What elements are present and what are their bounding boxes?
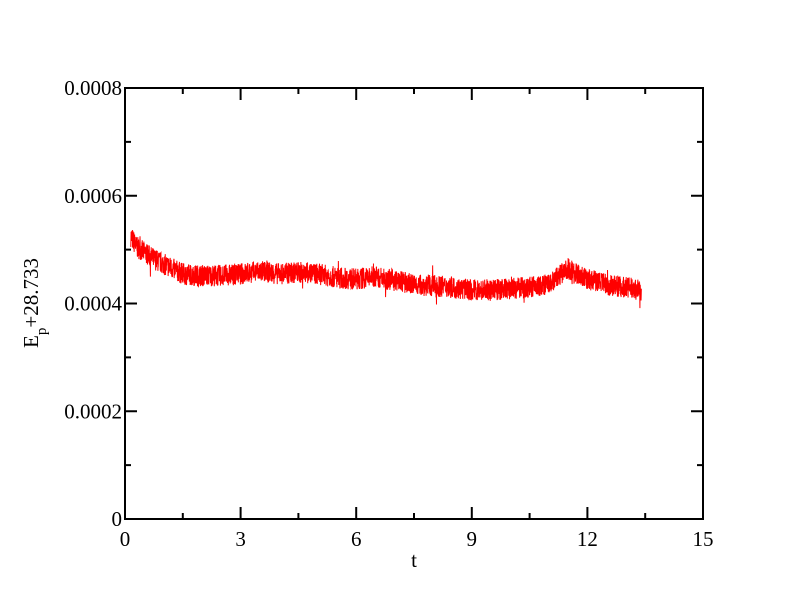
x-tick-label: 0 [120, 527, 131, 551]
x-tick-label: 3 [235, 527, 246, 551]
x-tick-label: 12 [577, 527, 598, 551]
y-axis-label: Ep+28.733 [19, 258, 50, 348]
axis-ticks [124, 87, 704, 520]
x-axis-label: t [411, 548, 417, 572]
plot-frame [124, 87, 704, 520]
y-tick-label: 0.0002 [64, 399, 122, 423]
y-axis-label-main: E [19, 335, 43, 348]
x-tick-label: 15 [693, 527, 714, 551]
y-tick-label: 0.0004 [64, 292, 122, 316]
y-tick-label: 0.0006 [64, 184, 122, 208]
x-tick-label: 9 [467, 527, 478, 551]
y-tick-label: 0.0008 [64, 76, 122, 100]
y-tick-label: 0 [112, 507, 123, 531]
y-axis-label-subscript: p [34, 328, 50, 336]
series-line [130, 230, 642, 309]
tick-labels: 0 3 6 9 12 15 0 0.0002 0.0004 0.0006 0.0008 [64, 76, 713, 551]
x-tick-label: 6 [351, 527, 362, 551]
y-axis-label-rest: +28.733 [19, 258, 43, 328]
